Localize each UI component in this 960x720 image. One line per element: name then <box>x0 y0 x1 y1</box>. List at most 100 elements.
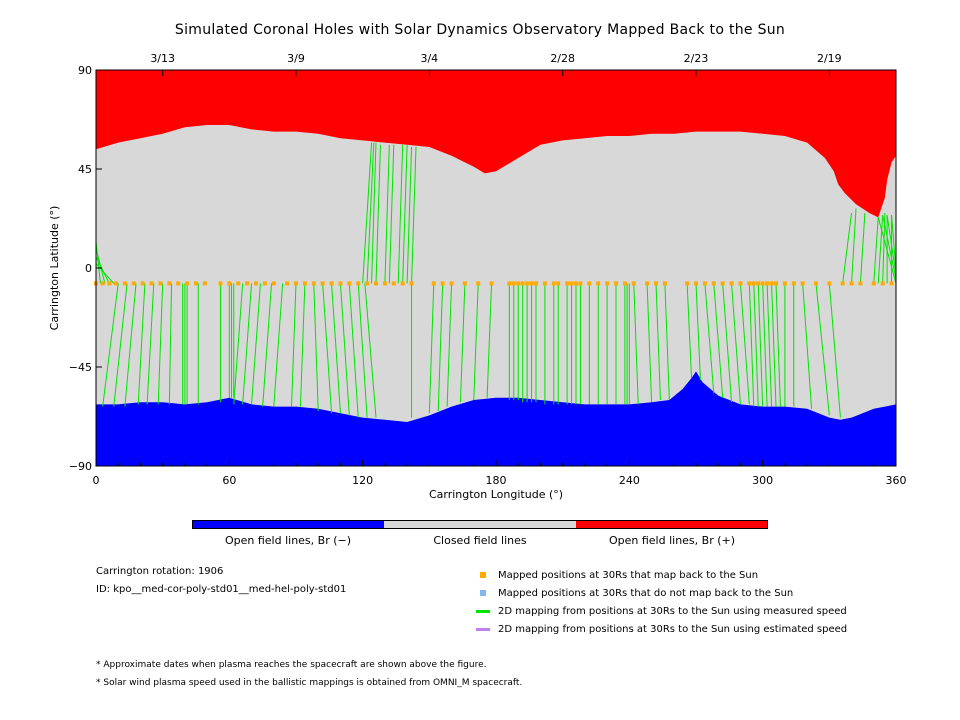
mapping-line <box>486 283 493 398</box>
mapping-line <box>168 283 173 405</box>
mapping-line <box>704 283 715 394</box>
mapping-line <box>95 263 115 284</box>
mapping-line <box>322 283 333 414</box>
mapped-point <box>511 281 516 286</box>
mapped-point <box>409 281 414 286</box>
mapping-line <box>102 283 119 407</box>
mapped-point <box>520 281 525 286</box>
legend: Mapped positions at 30Rs that map back t… <box>476 566 847 638</box>
mapping-line <box>459 283 466 403</box>
colorbar-label-open-positive: Open field lines, Br (+) <box>608 534 736 547</box>
y-axis-label: Carrington Latitude (°) <box>48 206 61 331</box>
mapped-point <box>587 281 592 286</box>
x-tick-label: 120 <box>352 474 373 487</box>
mapping-line <box>291 283 297 407</box>
mapped-point <box>645 281 650 286</box>
mapped-point <box>476 281 481 286</box>
mapped-point <box>556 281 561 286</box>
mapped-point <box>800 281 805 286</box>
mapped-point <box>751 281 756 286</box>
mapping-line <box>739 283 750 405</box>
mapped-point <box>365 281 370 286</box>
negative-open-field-region <box>96 371 896 466</box>
mapped-point <box>431 281 436 286</box>
mapping-line <box>633 283 639 405</box>
carrington-rotation: Carrington rotation: 1906 <box>96 566 224 577</box>
orange-square-icon <box>476 568 490 582</box>
mapped-point <box>185 281 190 286</box>
mapping-line <box>882 215 897 280</box>
mapped-point <box>720 281 725 286</box>
mapped-point <box>849 281 854 286</box>
mapped-point <box>122 281 127 286</box>
y-tick-label: 45 <box>78 163 92 176</box>
mapping-line <box>771 283 777 407</box>
mapping-line <box>406 146 413 284</box>
legend-label: Mapped positions at 30Rs that do not map… <box>498 587 794 599</box>
legend-label: Mapped positions at 30Rs that map back t… <box>498 569 759 581</box>
mapped-point <box>489 281 494 286</box>
x-tick-label: 0 <box>93 474 100 487</box>
mapping-line <box>473 283 479 401</box>
mapped-point <box>574 281 578 286</box>
mapped-point <box>347 281 352 286</box>
mapping-line <box>851 208 857 284</box>
mapping-line <box>446 283 453 407</box>
legend-label: 2D mapping from positions at 30Rs to the… <box>498 605 847 617</box>
mapped-point <box>107 281 112 286</box>
colorbar-open-negative <box>193 521 385 528</box>
mapped-point <box>140 281 145 286</box>
mapping-line <box>242 283 253 405</box>
mapped-point <box>329 281 334 286</box>
mapping-line <box>686 283 693 379</box>
colorbar-label-open-negative: Open field lines, Br (−) <box>224 534 352 547</box>
y-tick-label: 90 <box>78 64 92 77</box>
mapping-line <box>842 212 853 284</box>
mapping-line <box>437 283 444 412</box>
green-line-icon <box>476 604 490 618</box>
mapped-point <box>534 281 538 286</box>
mapping-line <box>748 283 755 407</box>
mapped-point <box>167 281 172 286</box>
mapped-point <box>654 281 658 286</box>
mapped-point <box>440 281 445 286</box>
chart-title: Simulated Coronal Holes with Solar Dynam… <box>174 22 786 38</box>
mapping-line <box>877 215 884 284</box>
mapped-point <box>294 281 298 286</box>
mapped-point <box>449 281 454 286</box>
mapped-point <box>889 281 894 286</box>
mapped-point <box>631 281 636 286</box>
mapped-point <box>551 281 556 286</box>
mapped-point <box>662 281 667 286</box>
mapping-line <box>815 283 830 416</box>
mapped-point <box>245 281 250 286</box>
model-id: ID: kpo__med-cor-poly-std01__med-hel-pol… <box>96 584 347 595</box>
footnote-dates: * Approximate dates when plasma reaches … <box>96 660 487 670</box>
top-date-axis: 3/13 3/9 3/4 2/28 2/23 2/19 <box>150 52 842 76</box>
mapped-point <box>729 281 734 286</box>
mapped-point <box>114 281 118 286</box>
mapping-line <box>366 142 375 284</box>
mapped-point <box>194 281 198 286</box>
mapping-line <box>886 215 897 275</box>
y-tick-label: −90 <box>69 460 92 473</box>
x-axis-label: Carrington Longitude (°) <box>429 488 563 501</box>
mapping-line <box>775 283 781 407</box>
mapped-point <box>858 281 863 286</box>
mapped-point <box>516 281 521 286</box>
mapping-line <box>364 283 377 418</box>
mapped-point <box>100 281 105 286</box>
mapping-line <box>766 283 773 407</box>
x-tick-label: 300 <box>752 474 773 487</box>
x-tick-label: 180 <box>486 474 507 487</box>
mapped-point <box>271 281 276 286</box>
mapped-point <box>262 281 267 286</box>
top-date-label: 3/13 <box>150 52 175 65</box>
legend-item-estimated-speed: 2D mapping from positions at 30Rs to the… <box>476 620 847 638</box>
mapping-line <box>402 144 408 284</box>
mapping-line <box>411 146 417 284</box>
mapping-line <box>757 283 764 407</box>
top-date-label: 3/4 <box>420 52 438 65</box>
mapped-point <box>236 281 241 286</box>
